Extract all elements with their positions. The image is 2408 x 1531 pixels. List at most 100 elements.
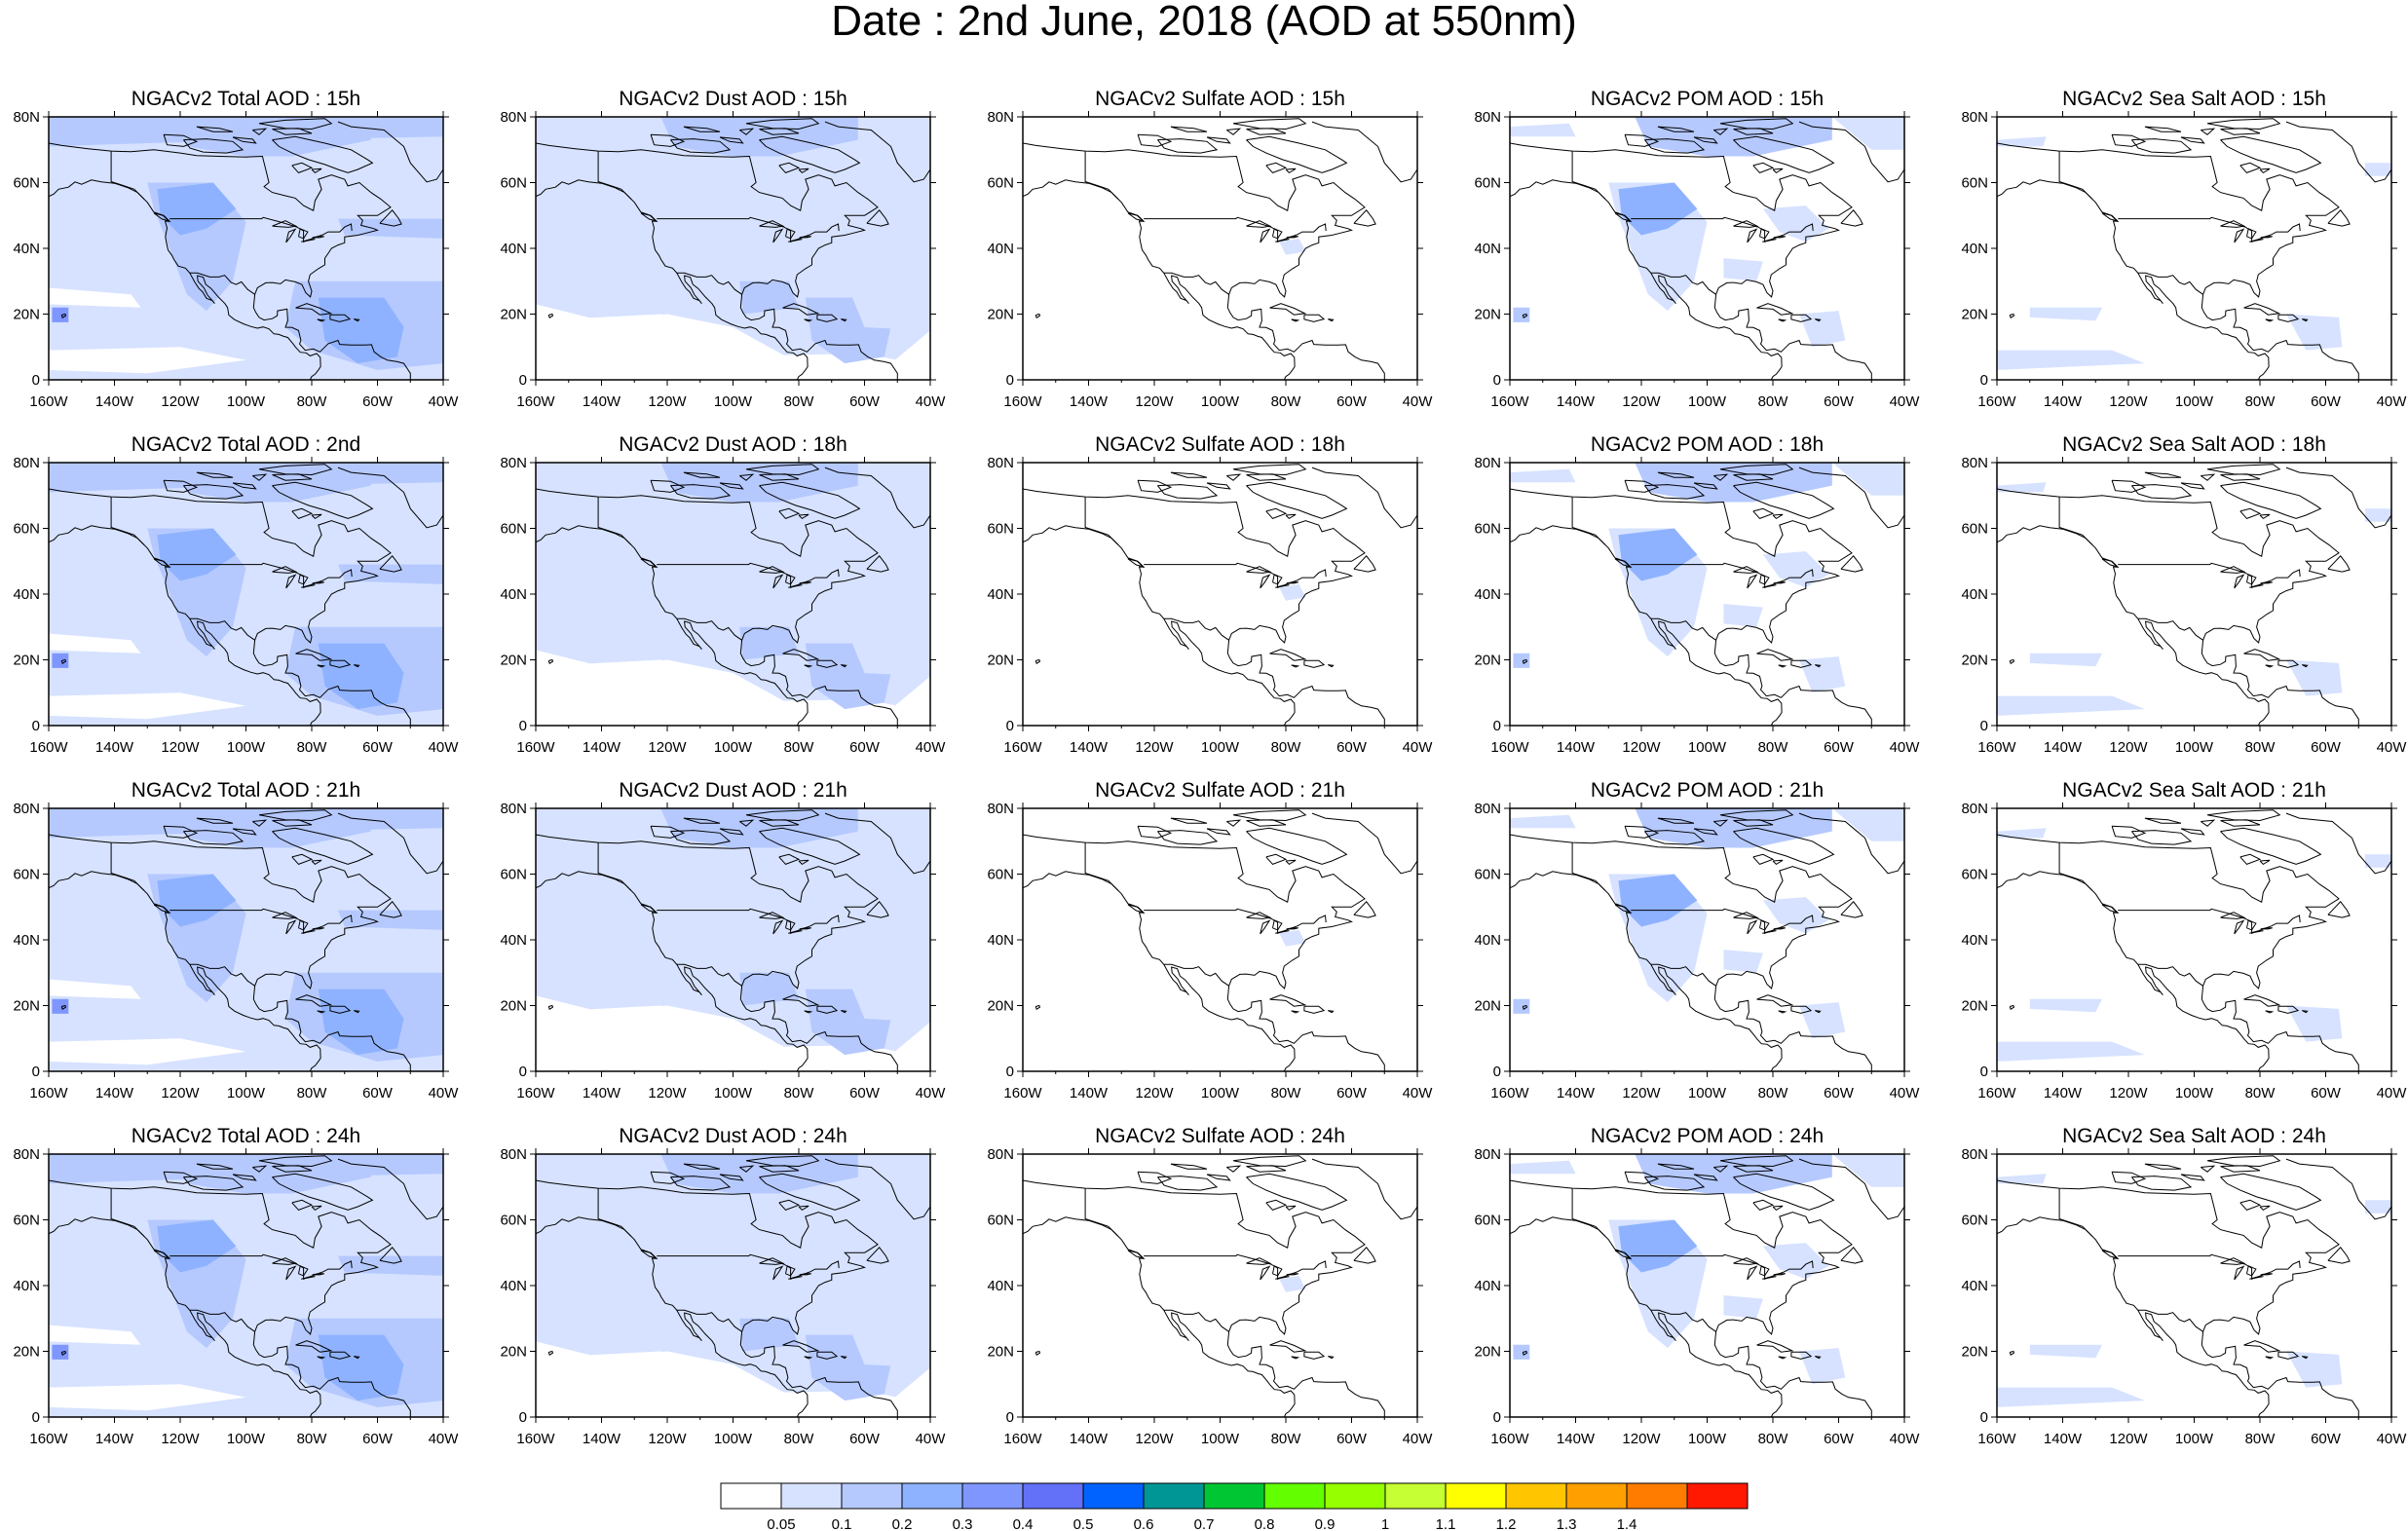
lat-tick-label: 0: [1006, 1409, 1014, 1426]
aod-region: [49, 1038, 246, 1065]
lon-tick-label: 40W: [1403, 739, 1434, 756]
panel-title: NGACv2 Sea Salt AOD : 18h: [2062, 433, 2326, 456]
aod-region: [1510, 468, 1576, 483]
coastlines: [1510, 118, 1904, 380]
aod-field: [49, 117, 443, 380]
lat-tick-label: 80N: [13, 455, 40, 471]
lat-tick-label: 0: [1006, 372, 1014, 389]
map-panel-dust: NGACv2 Dust AOD : 18h 80N 60N 40N 20N 0 160W 14…: [500, 433, 1023, 774]
lon-tick-label: 100W: [1688, 393, 1727, 410]
lat-tick-label: 60N: [500, 175, 527, 192]
lat-tick-label: 80N: [987, 455, 1014, 471]
aod-region: [536, 699, 930, 726]
lat-tick-label: 0: [519, 1064, 527, 1080]
colorbar-swatch: [1143, 1482, 1205, 1510]
lat-tick-label: 80N: [987, 109, 1014, 126]
lon-tick-label: 100W: [2175, 393, 2214, 410]
lat-tick-label: 0: [1493, 718, 1501, 734]
lon-tick-label: 60W: [1824, 393, 1855, 410]
lon-tick-label: 80W: [2245, 1085, 2276, 1102]
lon-tick-label: 60W: [2311, 1431, 2342, 1447]
lon-tick-label: 120W: [1622, 393, 1661, 410]
aod-region: [2029, 653, 2102, 667]
map-plot: 80N 60N 40N 20N 0 160W 140W 120W 100W 80W 60W 40W: [500, 1146, 946, 1447]
lon-tick-label: 80W: [1758, 1431, 1789, 1447]
lon-tick-label: 120W: [1135, 1085, 1174, 1102]
aod-region: [536, 354, 930, 380]
map-panel-seasalt: NGACv2 Sea Salt AOD : 24h 80N 60N 40N 20N 0 16…: [1961, 1125, 2408, 1466]
panel-title: NGACv2 Dust AOD : 24h: [619, 1125, 847, 1147]
aod-region: [1723, 604, 1763, 627]
lon-tick-label: 100W: [2175, 1431, 2214, 1447]
lon-tick-label: 60W: [2311, 739, 2342, 756]
lon-tick-label: 140W: [583, 1431, 621, 1447]
aod-region: [52, 998, 69, 1014]
lon-tick-label: 80W: [297, 739, 328, 756]
lat-tick-label: 0: [1980, 1409, 1988, 1426]
lon-tick-label: 100W: [2175, 739, 2214, 756]
lat-tick-label: 80N: [13, 1146, 40, 1163]
aod-region: [1997, 350, 2145, 370]
coastlines: [49, 809, 443, 1071]
map-plot: 80N 60N 40N 20N 0 160W 140W 120W 100W 80W 60W 40W: [500, 109, 946, 410]
aod-region: [739, 1318, 799, 1352]
lat-tick-label: 80N: [1474, 801, 1501, 817]
lat-tick-label: 80N: [1961, 455, 1988, 471]
aod-region: [2286, 1351, 2343, 1388]
aod-region: [1513, 653, 1530, 668]
colorbar-swatch: [1565, 1482, 1628, 1510]
coastlines: [1023, 464, 1417, 726]
lon-tick-label: 60W: [362, 1085, 394, 1102]
panel-title: NGACv2 POM AOD : 24h: [1590, 1125, 1825, 1147]
lon-tick-label: 120W: [648, 1085, 687, 1102]
aod-region: [157, 1219, 237, 1273]
aod-region: [1279, 238, 1306, 255]
lat-tick-label: 60N: [1961, 175, 1988, 192]
panel-title: NGACv2 Dust AOD : 21h: [619, 779, 847, 802]
lat-tick-label: 60N: [1474, 521, 1501, 538]
colorbar-label: 0.8: [1255, 1516, 1275, 1531]
lon-tick-label: 40W: [1890, 1431, 1921, 1447]
panel-title: NGACv2 POM AOD : 15h: [1590, 88, 1825, 110]
lat-tick-label: 80N: [500, 455, 527, 471]
aod-region: [1279, 929, 1306, 947]
map-plot: 80N 60N 40N 20N 0 160W 140W 120W 100W 80W 60W 40W: [13, 801, 459, 1102]
aod-region: [1762, 897, 1829, 934]
aod-region: [1279, 1275, 1306, 1292]
aod-region: [1618, 1219, 1698, 1273]
map-panel-pom: NGACv2 POM AOD : 21h 80N 60N 40N 20N 0 160W 140…: [1474, 779, 1997, 1120]
lat-tick-label: 60N: [987, 175, 1014, 192]
lon-tick-label: 120W: [2109, 393, 2148, 410]
lon-tick-label: 120W: [1135, 739, 1174, 756]
aod-region: [841, 271, 930, 331]
lon-tick-label: 40W: [429, 393, 460, 410]
coastlines: [536, 464, 930, 726]
lon-tick-label: 120W: [161, 393, 200, 410]
lon-tick-label: 120W: [161, 739, 200, 756]
lat-tick-label: 20N: [987, 998, 1014, 1015]
lon-tick-label: 160W: [1003, 739, 1042, 756]
lon-tick-label: 80W: [1758, 739, 1789, 756]
coastlines: [1023, 118, 1417, 380]
map-plot: 80N 60N 40N 20N 0 160W 140W 120W 100W 80W 60W 40W: [1474, 455, 1920, 756]
lon-tick-label: 160W: [1977, 393, 2016, 410]
lon-tick-label: 140W: [2044, 1085, 2083, 1102]
aod-field: [536, 463, 930, 726]
colorbar-swatch: [1626, 1482, 1688, 1510]
lat-tick-label: 40N: [13, 241, 40, 257]
lat-tick-label: 40N: [500, 586, 527, 603]
colorbar-swatch: [780, 1482, 843, 1510]
lon-tick-label: 80W: [2245, 393, 2276, 410]
lon-tick-label: 40W: [1890, 1085, 1921, 1102]
aod-region: [536, 1391, 930, 1417]
lat-tick-label: 40N: [1961, 1278, 1988, 1294]
map-plot: 80N 60N 40N 20N 0 160W 140W 120W 100W 80W 60W 40W: [13, 455, 459, 756]
lon-tick-label: 160W: [29, 393, 68, 410]
aod-region: [2029, 998, 2102, 1013]
aod-region: [2029, 1344, 2102, 1359]
lon-tick-label: 120W: [161, 1431, 200, 1447]
colorbar-swatch: [1082, 1482, 1145, 1510]
aod-region: [841, 616, 930, 677]
lon-tick-label: 100W: [714, 1431, 753, 1447]
lon-tick-label: 140W: [583, 739, 621, 756]
